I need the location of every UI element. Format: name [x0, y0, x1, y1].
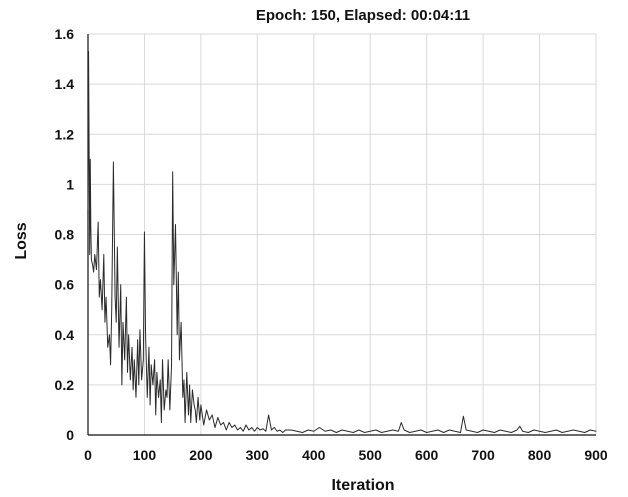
x-tick-label: 500 — [359, 447, 383, 463]
x-tick-label: 700 — [471, 447, 495, 463]
loss-series-line — [87, 51, 597, 433]
y-tick-label: 0.2 — [55, 377, 75, 393]
x-tick-label: 200 — [189, 447, 213, 463]
series-layer — [87, 51, 597, 433]
y-tick-label: 0 — [66, 427, 74, 443]
y-tick-label: 1 — [66, 176, 74, 192]
chart-title: Epoch: 150, Elapsed: 00:04:11 — [256, 7, 470, 24]
x-axis-ticks: 0 100 200 300 400 500 600 700 800 900 — [84, 447, 608, 463]
y-tick-label: 1.6 — [55, 26, 75, 42]
y-tick-label: 0.4 — [55, 327, 75, 343]
x-tick-label: 600 — [415, 447, 439, 463]
y-tick-label: 0.8 — [55, 227, 75, 243]
y-axis-label: Loss — [13, 222, 30, 259]
y-axis-ticks: 0 0.2 0.4 0.6 0.8 1 1.2 1.4 1.6 — [55, 26, 75, 443]
y-tick-label: 1.4 — [55, 76, 75, 92]
y-tick-label: 0.6 — [55, 277, 75, 293]
x-tick-label: 400 — [302, 447, 326, 463]
y-tick-label: 1.2 — [55, 126, 75, 142]
grid-lines — [87, 33, 597, 436]
x-tick-label: 300 — [246, 447, 270, 463]
x-axis-label: Iteration — [331, 477, 394, 494]
x-tick-label: 0 — [84, 447, 92, 463]
x-tick-label: 100 — [133, 447, 157, 463]
x-tick-label: 800 — [528, 447, 552, 463]
x-tick-label: 900 — [584, 447, 608, 463]
